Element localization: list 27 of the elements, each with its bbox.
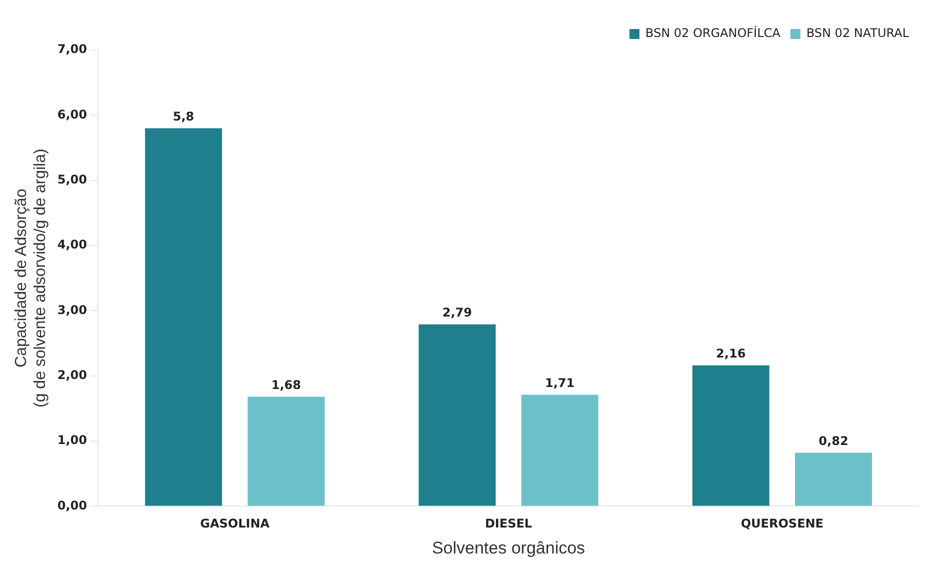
y-axis-title: Capacidade de Adsorção (g de solvente adsorvido/g de argila) xyxy=(13,148,50,408)
legend-label: BSN 02 NATURAL xyxy=(806,26,910,40)
bar xyxy=(248,396,325,506)
x-tick-label: DIESEL xyxy=(484,516,532,531)
data-label: 5,8 xyxy=(172,109,194,124)
y-tick-label: 3,00 xyxy=(57,302,88,317)
x-axis-title: Solventes orgânicos xyxy=(432,538,586,558)
data-label: 1,68 xyxy=(271,378,301,392)
y-tick-label: 0,00 xyxy=(57,498,88,512)
x-tick-label: GASOLINA xyxy=(200,516,270,531)
data-label: 2,16 xyxy=(716,346,746,361)
y-tick-label: 6,00 xyxy=(57,107,88,122)
bar xyxy=(145,128,222,506)
y-tick-label: 2,00 xyxy=(57,368,88,382)
y-tick-label: 5,00 xyxy=(57,172,88,186)
bar xyxy=(692,365,770,506)
bar xyxy=(794,452,872,506)
data-label: 0,82 xyxy=(818,434,848,448)
data-label: 2,79 xyxy=(442,305,472,320)
legend-label: BSN 02 ORGANOFÍLCA xyxy=(645,25,782,40)
x-tick-label: QUEROSENE xyxy=(740,516,824,531)
data-label: 1,71 xyxy=(545,376,575,390)
y-tick-label: 1,00 xyxy=(57,433,88,448)
bar xyxy=(521,394,598,506)
y-tick-label: 7,00 xyxy=(57,42,88,56)
y-tick-label: 4,00 xyxy=(57,238,88,252)
bar xyxy=(418,324,496,506)
